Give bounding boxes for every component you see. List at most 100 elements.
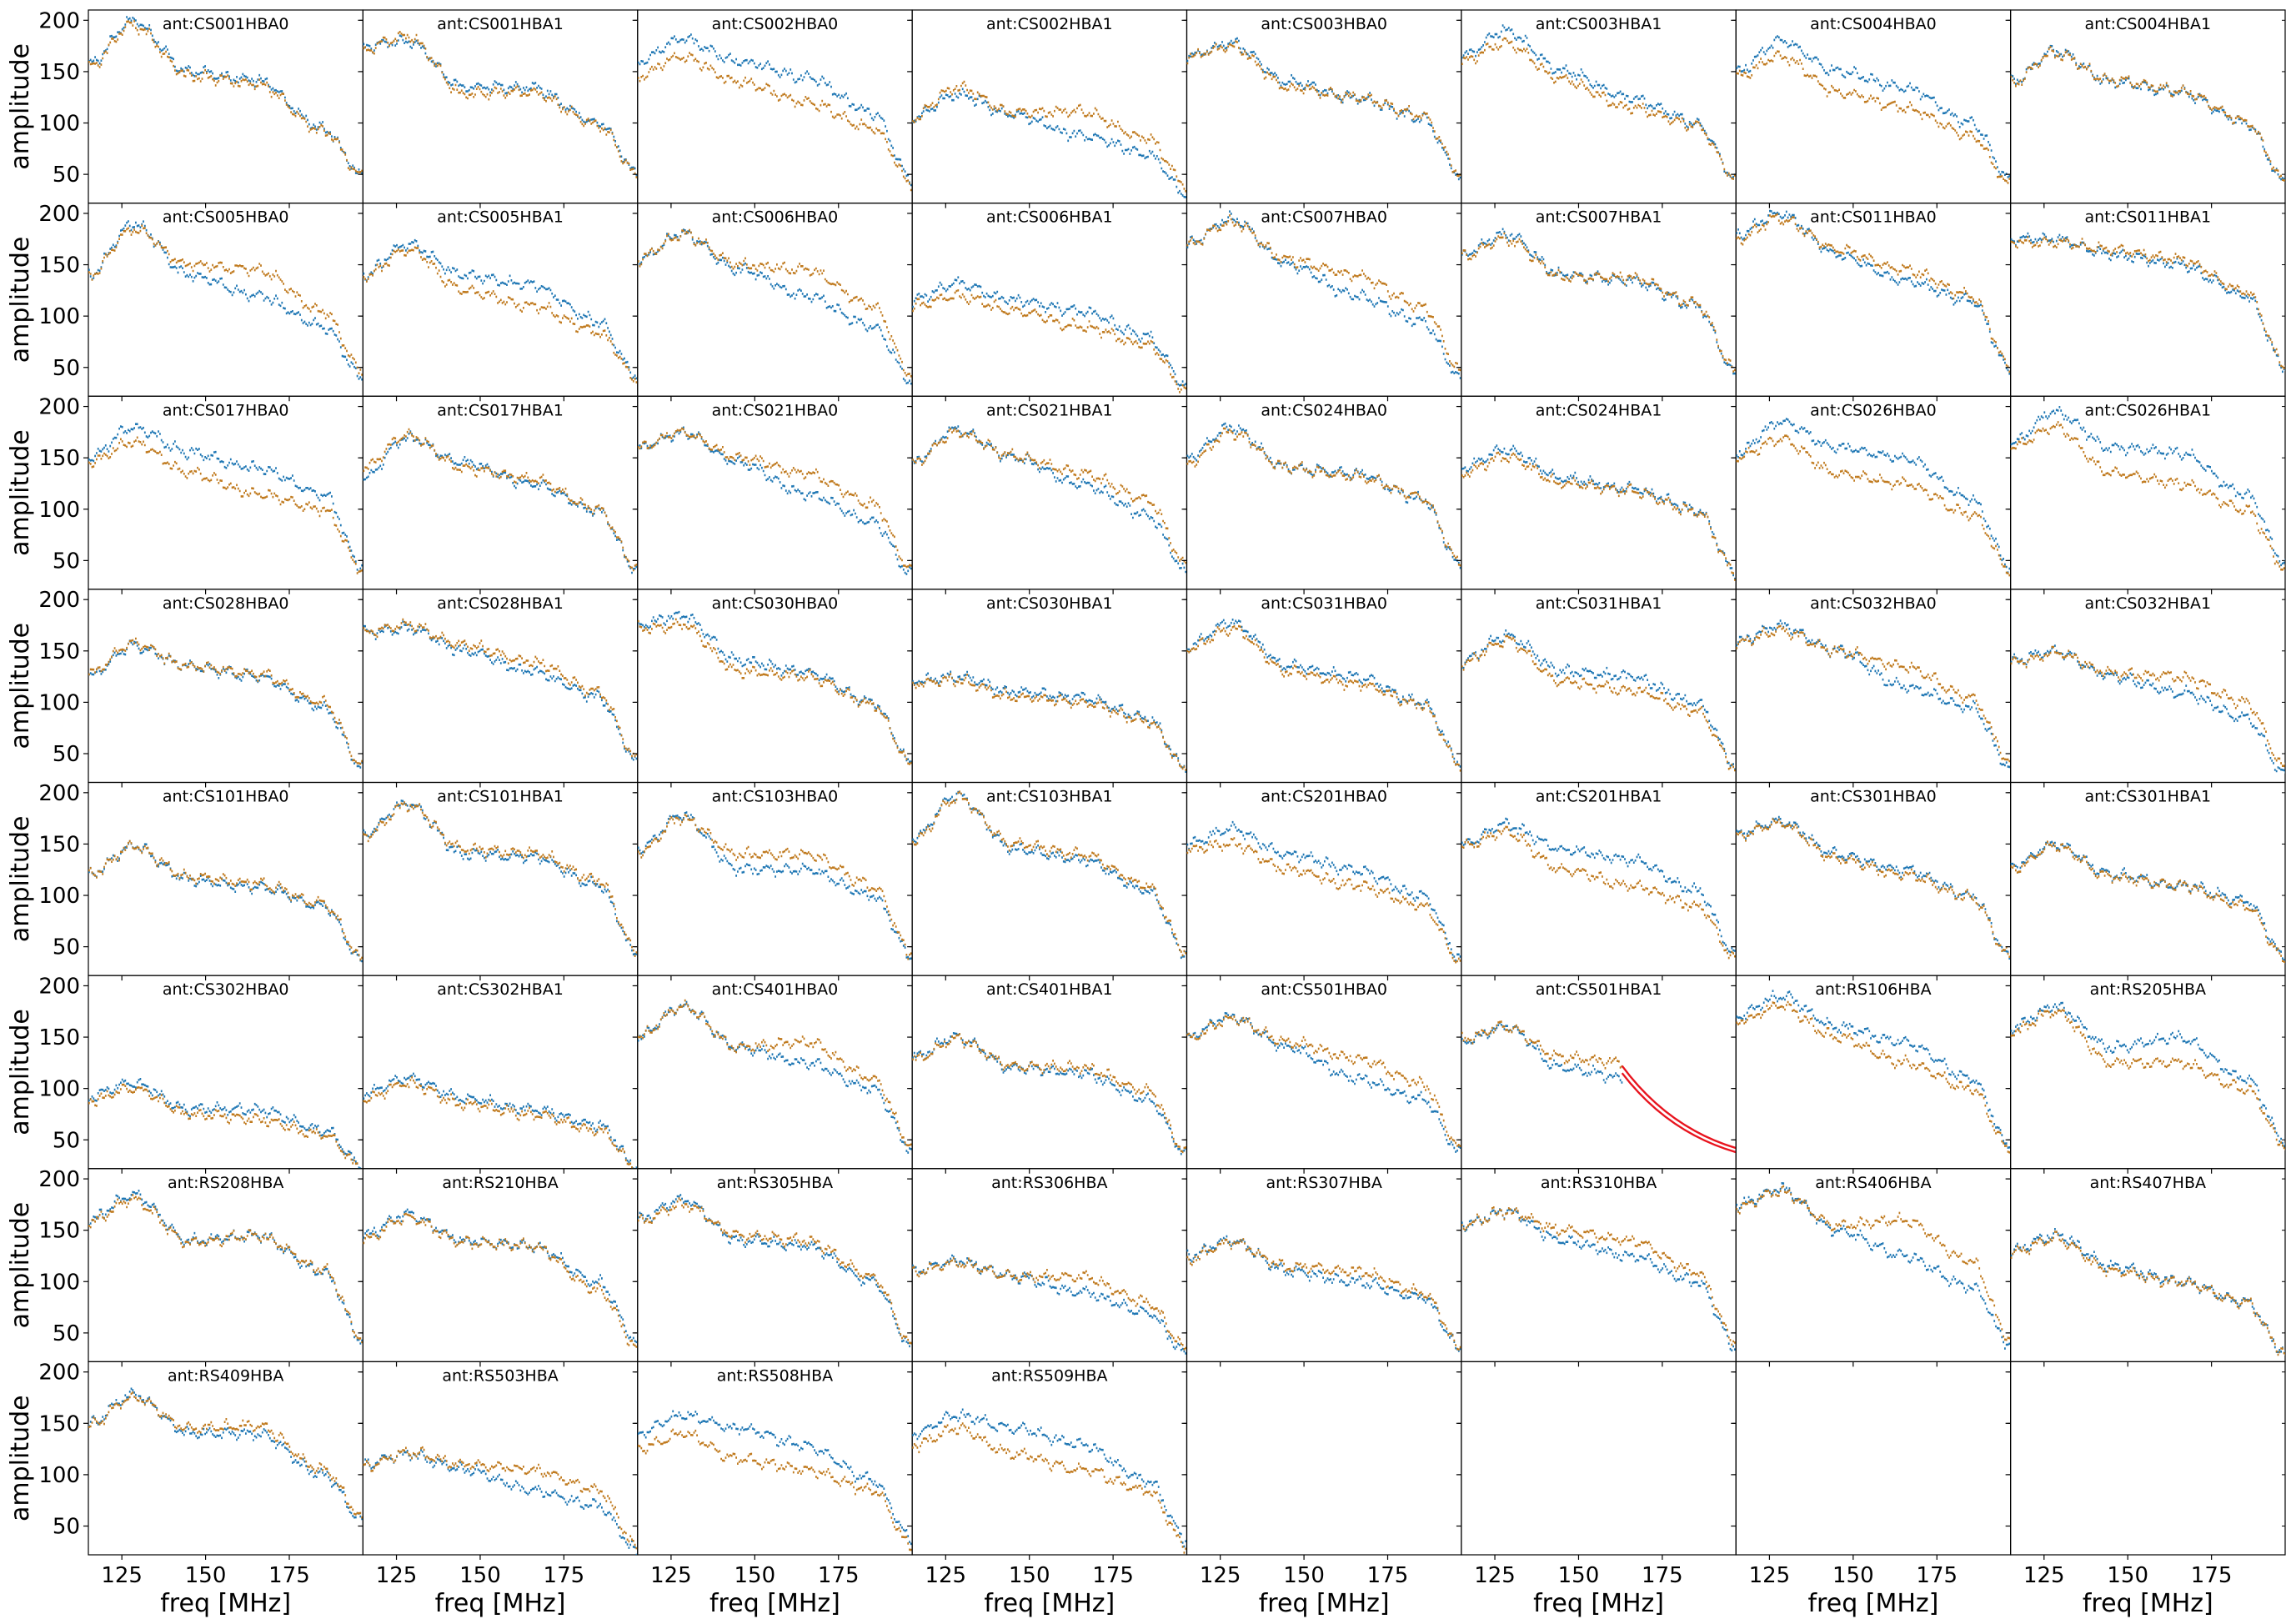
series-orange-points [88, 436, 363, 574]
subplot-data [637, 1410, 913, 1551]
series-orange-points [363, 1212, 638, 1348]
subplot-40: ant:CS301HBA1 [2005, 781, 2286, 981]
series-blue-points [1186, 1235, 1461, 1353]
x-axis-label: freq [MHz] [435, 1589, 566, 1618]
y-tick-label: 200 [38, 202, 80, 227]
series-orange-points [912, 1422, 1187, 1554]
subplot-44: ant:CS401HBA1 [907, 975, 1188, 1174]
subplot-title: ant:RS307HBA [1266, 1174, 1381, 1192]
subplot-data [363, 238, 638, 384]
subplot-title: ant:RS509HBA [991, 1366, 1107, 1385]
subplot-38: ant:CS201HBA1 [1456, 781, 1737, 981]
subplot-data [363, 31, 638, 178]
y-tick-label: 50 [53, 742, 80, 767]
y-tick-label: 100 [38, 304, 80, 329]
series-blue-points [1186, 619, 1461, 770]
subplot-data [363, 1072, 638, 1169]
y-axis-label: amplitude [6, 43, 35, 170]
subplot-data [1186, 37, 1461, 181]
x-tick-label: 175 [1642, 1563, 1683, 1588]
x-axis-label: freq [MHz] [1259, 1589, 1390, 1618]
subplot-title: ant:CS101HBA0 [163, 788, 289, 806]
subplot-title: ant:CS501HBA0 [1261, 980, 1387, 999]
x-tick-label: 125 [1200, 1563, 1241, 1588]
y-tick-label: 150 [38, 832, 80, 857]
subplot-title: ant:CS002HBA0 [712, 15, 839, 33]
subplot-title: ant:CS031HBA1 [1536, 594, 1662, 613]
y-axis-label: amplitude [6, 1395, 35, 1521]
series-orange-points [1186, 1238, 1461, 1352]
subplot-data [637, 426, 913, 576]
y-tick-label: 150 [38, 1219, 80, 1244]
subplot-title: ant:CS026HBA0 [1810, 401, 1937, 419]
series-blue-points [1461, 817, 1737, 955]
x-tick-label: 175 [2191, 1563, 2233, 1588]
series-orange-points [637, 1428, 913, 1551]
subplot-title: ant:CS301HBA1 [2085, 788, 2212, 806]
subplot-title: ant:CS028HBA1 [437, 594, 564, 613]
subplot-data [2010, 44, 2285, 183]
series-blue-points [1736, 1182, 2011, 1350]
x-axis-label: freq [MHz] [160, 1589, 291, 1618]
series-orange-points [1461, 1206, 1737, 1348]
x-axis-label: freq [MHz] [984, 1589, 1115, 1618]
subplot-title: ant:CS021HBA1 [986, 401, 1113, 419]
subplot-title: ant:CS031HBA0 [1261, 594, 1387, 613]
series-orange-points [88, 20, 363, 177]
subplot-title: ant:CS003HBA0 [1261, 15, 1387, 33]
series-orange-points [1186, 214, 1461, 373]
subplot-title: ant:CS004HBA0 [1810, 15, 1937, 33]
subplot-20: ant:CS021HBA1 [907, 395, 1188, 594]
subplot-title: ant:CS302HBA0 [163, 980, 289, 999]
series-blue-points [88, 1078, 363, 1169]
series-blue-points [637, 1194, 913, 1348]
series-blue-points [2010, 1228, 2285, 1355]
subplot-title: ant:RS407HBA [2090, 1174, 2206, 1192]
subplot-title: ant:CS032HBA1 [2085, 594, 2212, 613]
subplot-data [88, 16, 363, 180]
subplot-title: ant:RS210HBA [442, 1174, 558, 1192]
subplot-title: ant:CS011HBA0 [1810, 208, 1937, 227]
series-orange-points [363, 618, 638, 761]
y-tick-label: 50 [53, 549, 80, 574]
subplot-title: ant:CS001HBA0 [163, 15, 289, 33]
series-orange-points [88, 1391, 363, 1521]
subplot-46: ant:CS501HBA1 [1456, 975, 1737, 1174]
y-axis-label: amplitude [6, 1202, 35, 1329]
subplot-data [88, 637, 363, 769]
subplot-data [363, 428, 638, 574]
subplot-13: ant:CS007HBA0 [1181, 203, 1462, 402]
series-orange-points [1461, 232, 1737, 373]
subplot-title: ant:CS007HBA1 [1536, 208, 1662, 227]
subplot-50: ant:RS210HBA [358, 1168, 639, 1367]
subplot-title: ant:CS032HBA0 [1810, 594, 1937, 613]
y-tick-label: 100 [38, 498, 80, 523]
y-tick-label: 200 [38, 8, 80, 33]
x-tick-label: 175 [1916, 1563, 1958, 1588]
series-orange-points [1736, 434, 2011, 577]
subplot-data [88, 1078, 363, 1169]
subplot-32: ant:CS032HBA1 [2005, 589, 2286, 788]
series-blue-points [88, 423, 363, 573]
y-tick-label: 150 [38, 253, 80, 278]
subplot-title: ant:CS001HBA1 [437, 15, 564, 33]
series-orange-points [912, 1033, 1187, 1154]
series-blue-points [1736, 990, 2011, 1154]
subplot-title: ant:CS007HBA0 [1261, 208, 1387, 227]
subplot-data [912, 1032, 1187, 1155]
series-orange-points [363, 801, 638, 957]
subplot-title: ant:CS302HBA1 [437, 980, 564, 999]
y-tick-label: 50 [53, 935, 80, 960]
series-orange-points [363, 31, 638, 178]
y-tick-label: 150 [38, 1411, 80, 1436]
subplot-title: ant:CS017HBA1 [437, 401, 564, 419]
series-orange-points [1186, 1015, 1461, 1151]
subplot-title: ant:RS503HBA [442, 1366, 558, 1385]
y-tick-label: 200 [38, 1361, 80, 1386]
subplot-title: ant:CS401HBA1 [986, 980, 1113, 999]
x-axis-label: freq [MHz] [1808, 1589, 1939, 1618]
x-tick-label: 125 [1749, 1563, 1791, 1588]
subplot-data [2010, 1228, 2285, 1356]
subplot-data [637, 999, 913, 1154]
series-orange-points [2010, 236, 2285, 370]
